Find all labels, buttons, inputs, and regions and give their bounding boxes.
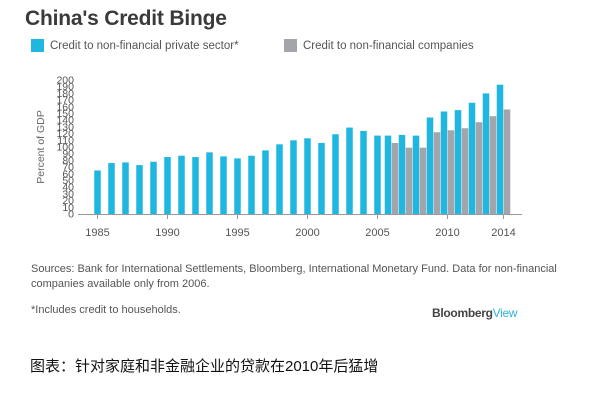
bar-private-sector (94, 170, 101, 214)
y-tick-label: 190 (56, 81, 74, 93)
bar-companies (461, 128, 469, 214)
bar-private-sector (122, 162, 129, 214)
bar-private-sector (136, 165, 143, 214)
x-tick-label: 2005 (365, 227, 389, 239)
x-tick-label: 1985 (85, 227, 109, 239)
y-tick-label: 70 (62, 162, 74, 174)
y-tick-label: 120 (56, 128, 74, 140)
bar-private-sector (496, 84, 504, 214)
legend-label-companies: Credit to non-financial companies (303, 39, 474, 52)
source-note: Sources: Bank for International Settleme… (31, 263, 557, 290)
legend-swatch-private-sector (31, 39, 44, 52)
bar-private-sector (290, 140, 297, 214)
x-tick-label: 1995 (225, 227, 249, 239)
bar-private-sector (360, 130, 367, 214)
bar-private-sector (482, 93, 490, 214)
y-tick-label: 180 (56, 88, 74, 100)
x-tick-label: 2000 (295, 227, 319, 239)
y-tick-label: 80 (62, 155, 74, 167)
bar-private-sector (426, 117, 434, 214)
y-tick-label: 50 (62, 175, 74, 187)
bar-private-sector (178, 155, 185, 214)
x-tick-label: 2010 (435, 227, 459, 239)
bar-private-sector (398, 134, 406, 214)
bar-private-sector (164, 157, 171, 214)
y-tick-label: 40 (62, 182, 74, 194)
y-tick-label: 90 (62, 148, 74, 160)
brand-name: Bloomberg (432, 306, 493, 320)
bar-private-sector (262, 150, 269, 214)
chart-title: China's Credit Binge (25, 7, 227, 30)
bar-private-sector (192, 157, 199, 214)
y-tick-label: 110 (57, 135, 74, 147)
y-tick-label: 0 (68, 209, 74, 221)
bar-private-sector (384, 135, 392, 214)
bar-private-sector (318, 142, 325, 214)
bar-companies (419, 147, 427, 214)
x-tick-label: 2014 (491, 227, 515, 239)
y-tick-label: 160 (56, 101, 74, 113)
y-tick-label: 150 (56, 108, 74, 120)
y-tick-label: 30 (62, 188, 74, 200)
legend-swatch-companies (284, 39, 297, 52)
y-tick-label: 20 (62, 195, 74, 207)
chart-card: China's Credit Binge Credit to non-finan… (25, 7, 557, 320)
legend-label-private-sector: Credit to non-financial private sector* (50, 39, 239, 52)
bar-companies (447, 130, 455, 214)
brand-accent: View (492, 306, 518, 320)
y-tick-label: 200 (56, 75, 74, 87)
footnote: *Includes credit to households. (31, 304, 181, 316)
y-tick-label: 130 (56, 121, 74, 133)
bar-private-sector (150, 161, 157, 214)
figure-caption: 图表：针对家庭和非金融企业的贷款在2010年后猛增 (30, 358, 379, 375)
bar-companies (503, 109, 511, 214)
brand-logo: BloombergView (432, 306, 518, 320)
bar-private-sector (346, 127, 353, 214)
bar-companies (405, 147, 413, 214)
bar-private-sector (276, 144, 283, 214)
x-tick-label: 1990 (155, 227, 179, 239)
y-tick-label: 170 (56, 95, 74, 107)
bar-chart: 0102030405060708090100110120130140150160… (35, 75, 522, 239)
bar-private-sector (374, 135, 381, 214)
legend-item-companies: Credit to non-financial companies (284, 39, 474, 52)
bar-private-sector (234, 158, 241, 214)
bar-private-sector (220, 156, 227, 214)
bar-companies (391, 142, 399, 214)
bar-private-sector (248, 155, 255, 214)
bar-companies (475, 122, 483, 214)
bar-companies (489, 116, 497, 214)
bar-private-sector (108, 163, 115, 214)
y-axis-title: Percent of GDP (35, 110, 47, 184)
y-tick-label: 100 (56, 142, 74, 154)
y-tick-label: 140 (56, 115, 74, 127)
bar-companies (433, 132, 441, 214)
bar-private-sector (332, 134, 339, 214)
bar-private-sector (468, 102, 476, 214)
y-tick-label: 10 (62, 202, 74, 214)
y-tick-label: 60 (62, 168, 74, 180)
bar-private-sector (304, 138, 311, 214)
legend-item-private-sector: Credit to non-financial private sector* (31, 39, 239, 52)
bar-private-sector (412, 135, 420, 214)
bar-private-sector (454, 110, 462, 214)
bar-private-sector (206, 152, 213, 214)
bar-private-sector (440, 111, 448, 214)
